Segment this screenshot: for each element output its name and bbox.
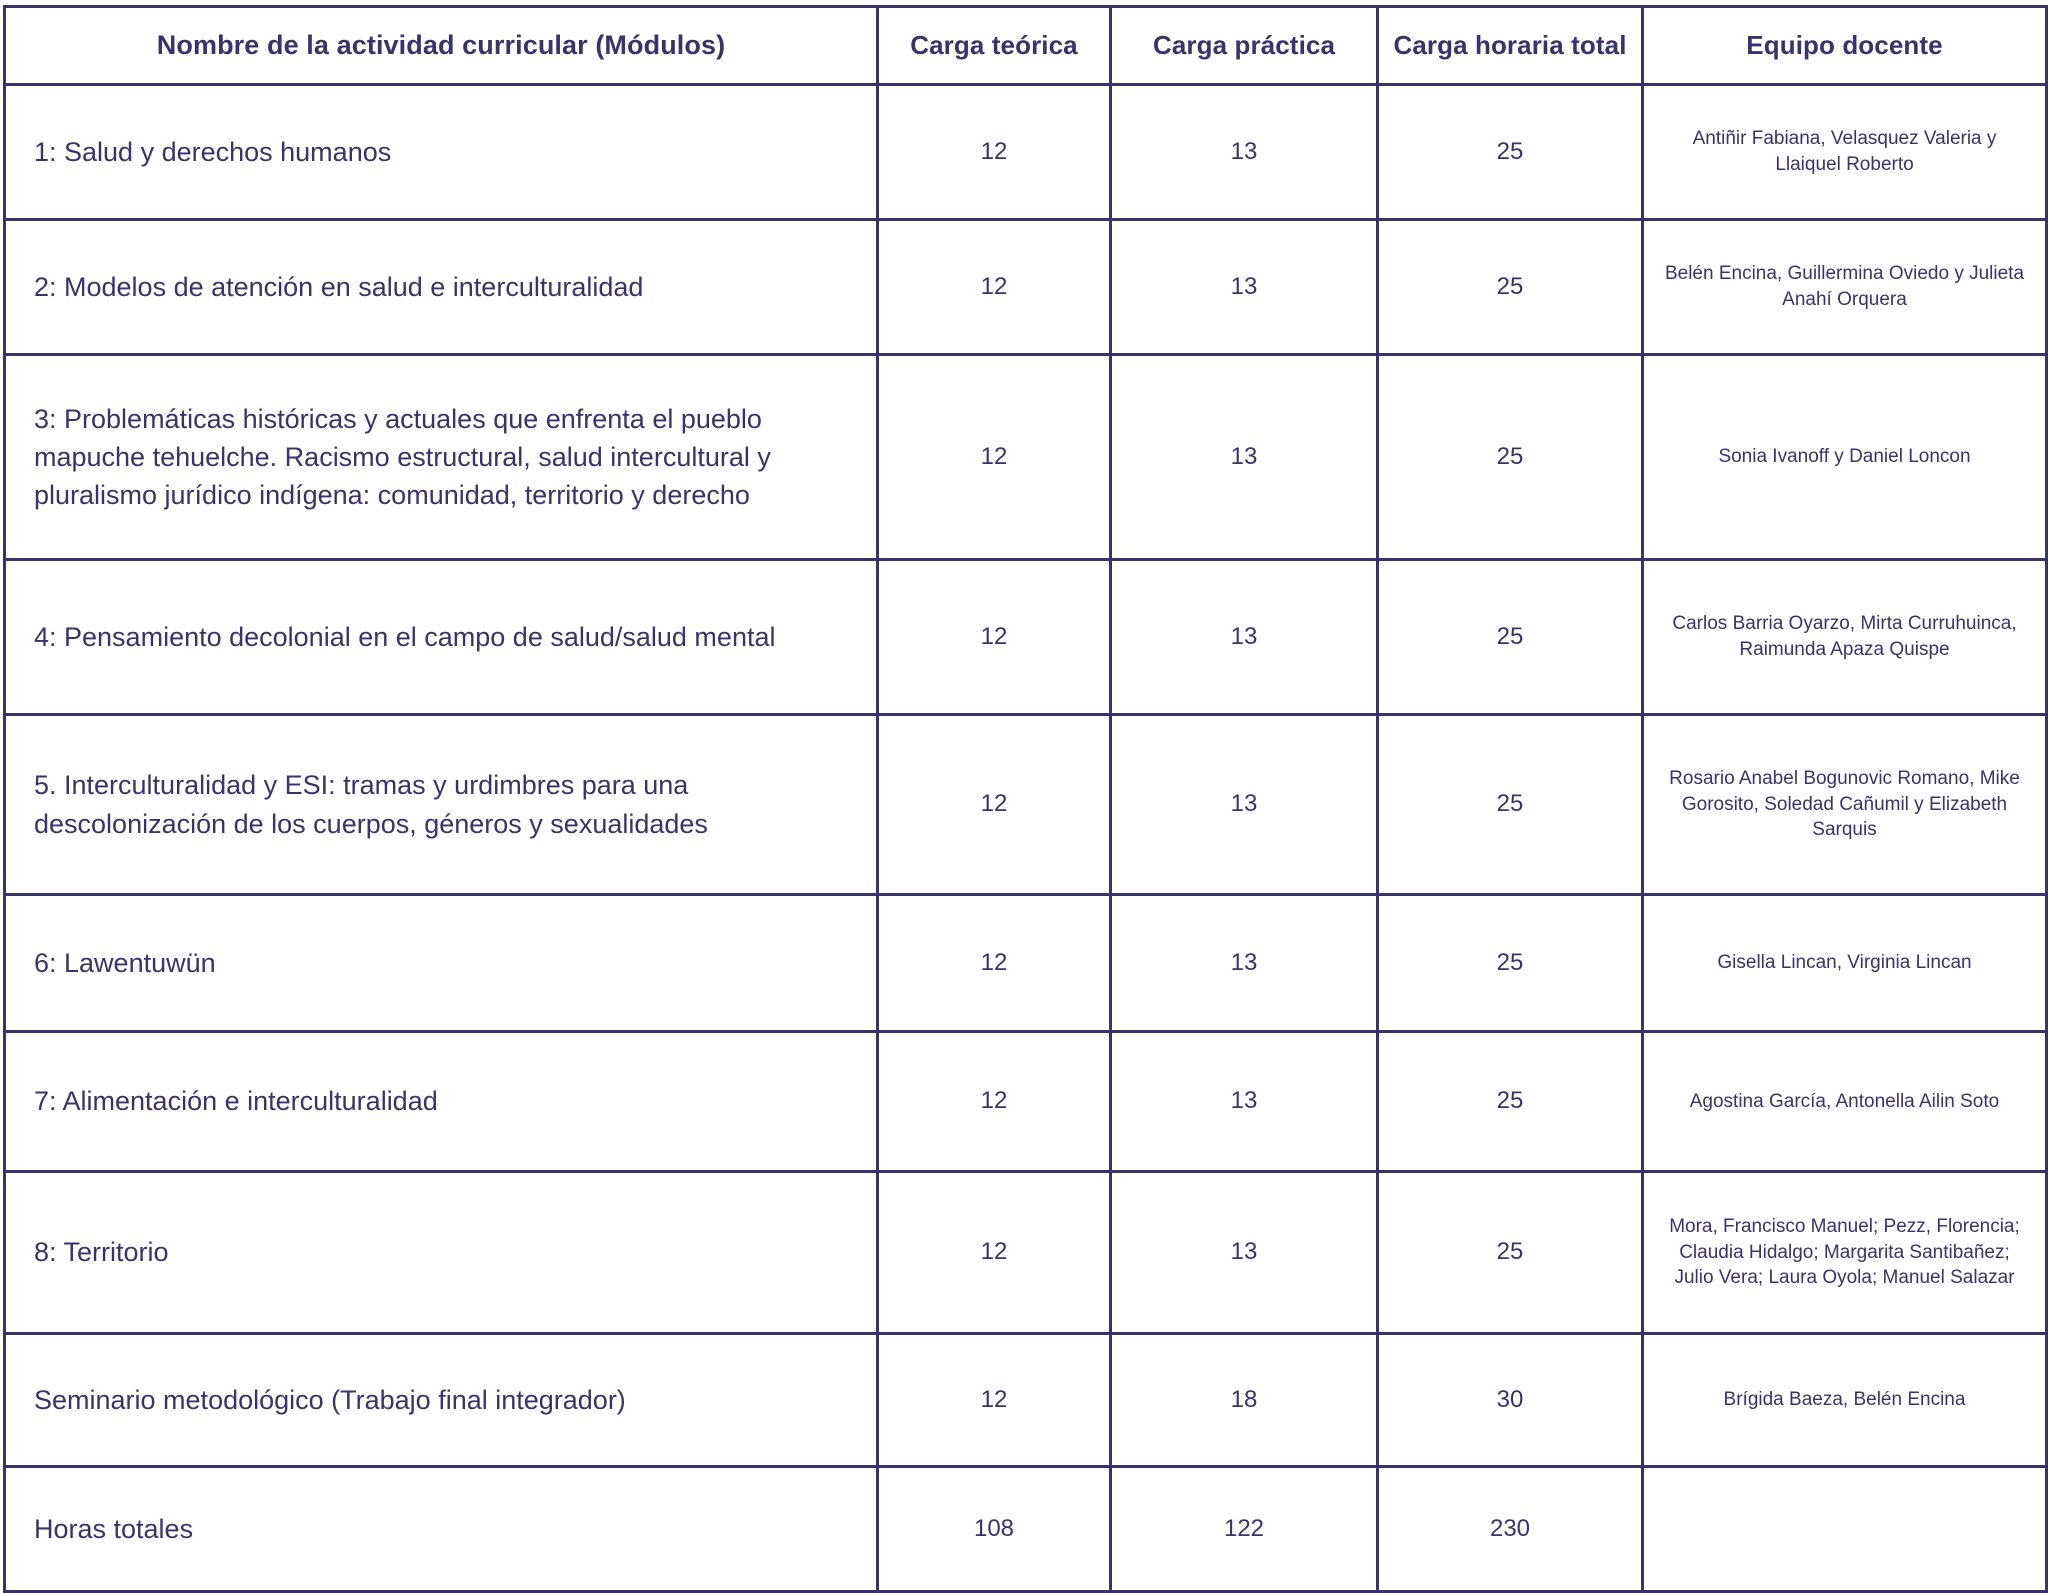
cell-carga-teorica: 12 <box>876 218 1112 356</box>
cell-carga-horaria-total: 25 <box>1376 218 1644 356</box>
column-header-carga-horaria-total: Carga horaria total <box>1376 5 1644 86</box>
cell-equipo-docente: Belén Encina, Guillermina Oviedo y Julie… <box>1641 218 2048 356</box>
cell-activity-name: 3: Problemáticas históricas y actuales q… <box>3 353 879 561</box>
table-row: 5. Interculturalidad y ESI: tramas y urd… <box>3 713 2048 896</box>
cell-carga-practica: 13 <box>1109 218 1379 356</box>
cell-carga-teorica: 12 <box>876 1332 1112 1468</box>
cell-carga-horaria-total: 230 <box>1376 1465 1644 1593</box>
cell-equipo-docente: Mora, Francisco Manuel; Pezz, Florencia;… <box>1641 1170 2048 1335</box>
cell-carga-teorica: 12 <box>876 1170 1112 1335</box>
column-header-equipo-docente: Equipo docente <box>1641 5 2048 86</box>
column-header-carga-teorica: Carga teórica <box>876 5 1112 86</box>
cell-carga-horaria-total: 25 <box>1376 713 1644 896</box>
cell-carga-practica: 13 <box>1109 1030 1379 1173</box>
cell-carga-teorica: 12 <box>876 558 1112 716</box>
cell-equipo-docente: Gisella Lincan, Virginia Lincan <box>1641 893 2048 1033</box>
cell-activity-name: 6: Lawentuwün <box>3 893 879 1033</box>
cell-carga-horaria-total: 30 <box>1376 1332 1644 1468</box>
curricular-activities-table: Nombre de la actividad curricular (Módul… <box>3 5 2048 1593</box>
cell-carga-practica: 13 <box>1109 893 1379 1033</box>
cell-carga-horaria-total: 25 <box>1376 558 1644 716</box>
cell-carga-horaria-total: 25 <box>1376 893 1644 1033</box>
cell-equipo-docente: Brígida Baeza, Belén Encina <box>1641 1332 2048 1468</box>
table-row-totals: Horas totales 108 122 230 <box>3 1465 2048 1593</box>
table-row: 6: Lawentuwün 12 13 25 Gisella Lincan, V… <box>3 893 2048 1033</box>
cell-carga-practica: 18 <box>1109 1332 1379 1468</box>
table-header: Nombre de la actividad curricular (Módul… <box>3 5 2048 86</box>
cell-equipo-docente: Sonia Ivanoff y Daniel Loncon <box>1641 353 2048 561</box>
cell-equipo-docente: Agostina García, Antonella Ailin Soto <box>1641 1030 2048 1173</box>
cell-carga-practica: 13 <box>1109 83 1379 221</box>
cell-carga-teorica: 108 <box>876 1465 1112 1593</box>
cell-carga-practica: 122 <box>1109 1465 1379 1593</box>
cell-equipo-docente <box>1641 1465 2048 1593</box>
header-row: Nombre de la actividad curricular (Módul… <box>3 5 2048 86</box>
cell-carga-teorica: 12 <box>876 1030 1112 1173</box>
cell-activity-name: 7: Alimentación e interculturalidad <box>3 1030 879 1173</box>
table-row: 3: Problemáticas históricas y actuales q… <box>3 353 2048 561</box>
cell-activity-name: Seminario metodológico (Trabajo final in… <box>3 1332 879 1468</box>
cell-equipo-docente: Antiñir Fabiana, Velasquez Valeria y Lla… <box>1641 83 2048 221</box>
cell-carga-practica: 13 <box>1109 1170 1379 1335</box>
cell-carga-horaria-total: 25 <box>1376 353 1644 561</box>
table-row: 1: Salud y derechos humanos 12 13 25 Ant… <box>3 83 2048 221</box>
cell-carga-horaria-total: 25 <box>1376 1030 1644 1173</box>
cell-equipo-docente: Carlos Barria Oyarzo, Mirta Curruhuinca,… <box>1641 558 2048 716</box>
table-row: Seminario metodológico (Trabajo final in… <box>3 1332 2048 1468</box>
column-header-carga-practica: Carga práctica <box>1109 5 1379 86</box>
cell-carga-teorica: 12 <box>876 353 1112 561</box>
table-row: 7: Alimentación e interculturalidad 12 1… <box>3 1030 2048 1173</box>
table-body: 1: Salud y derechos humanos 12 13 25 Ant… <box>3 83 2048 1593</box>
cell-carga-horaria-total: 25 <box>1376 1170 1644 1335</box>
cell-activity-name: 4: Pensamiento decolonial en el campo de… <box>3 558 879 716</box>
cell-activity-name: 1: Salud y derechos humanos <box>3 83 879 221</box>
cell-carga-practica: 13 <box>1109 558 1379 716</box>
curricular-activities-sheet: Nombre de la actividad curricular (Módul… <box>3 5 2048 1593</box>
cell-equipo-docente: Rosario Anabel Bogunovic Romano, Mike Go… <box>1641 713 2048 896</box>
table-row: 8: Territorio 12 13 25 Mora, Francisco M… <box>3 1170 2048 1335</box>
column-header-activity-name: Nombre de la actividad curricular (Módul… <box>3 5 879 86</box>
cell-carga-teorica: 12 <box>876 713 1112 896</box>
cell-carga-teorica: 12 <box>876 893 1112 1033</box>
cell-carga-horaria-total: 25 <box>1376 83 1644 221</box>
cell-carga-practica: 13 <box>1109 353 1379 561</box>
cell-carga-teorica: 12 <box>876 83 1112 221</box>
cell-activity-name: Horas totales <box>3 1465 879 1593</box>
table-row: 2: Modelos de atención en salud e interc… <box>3 218 2048 356</box>
table-row: 4: Pensamiento decolonial en el campo de… <box>3 558 2048 716</box>
cell-carga-practica: 13 <box>1109 713 1379 896</box>
cell-activity-name: 2: Modelos de atención en salud e interc… <box>3 218 879 356</box>
cell-activity-name: 5. Interculturalidad y ESI: tramas y urd… <box>3 713 879 896</box>
cell-activity-name: 8: Territorio <box>3 1170 879 1335</box>
